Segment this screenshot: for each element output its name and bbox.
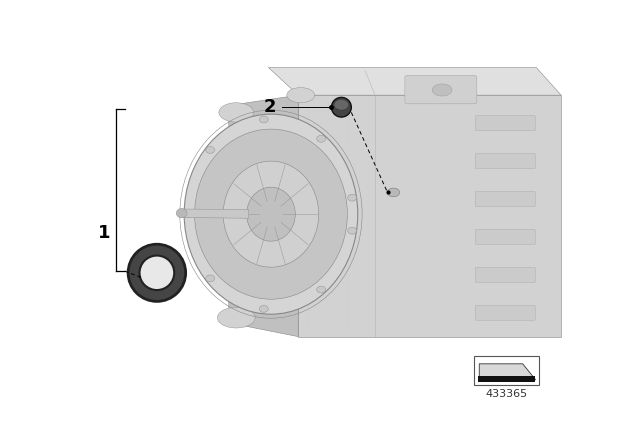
FancyBboxPatch shape bbox=[476, 305, 535, 320]
Ellipse shape bbox=[140, 255, 174, 290]
Text: 1: 1 bbox=[97, 224, 110, 242]
FancyBboxPatch shape bbox=[476, 229, 535, 245]
Bar bbox=[474, 356, 539, 385]
FancyBboxPatch shape bbox=[476, 116, 535, 131]
Ellipse shape bbox=[218, 307, 255, 328]
Ellipse shape bbox=[317, 286, 326, 293]
Polygon shape bbox=[229, 95, 298, 336]
Ellipse shape bbox=[432, 84, 452, 96]
Ellipse shape bbox=[205, 146, 214, 153]
Ellipse shape bbox=[287, 87, 315, 103]
Ellipse shape bbox=[332, 97, 351, 117]
Ellipse shape bbox=[223, 161, 319, 267]
Ellipse shape bbox=[259, 116, 268, 123]
Ellipse shape bbox=[246, 187, 295, 241]
Text: 2: 2 bbox=[263, 98, 276, 116]
Ellipse shape bbox=[176, 209, 187, 218]
Ellipse shape bbox=[219, 103, 253, 122]
Ellipse shape bbox=[184, 211, 193, 218]
Ellipse shape bbox=[348, 194, 356, 201]
Polygon shape bbox=[269, 68, 561, 95]
Ellipse shape bbox=[387, 188, 399, 197]
Polygon shape bbox=[479, 364, 536, 380]
Text: 433365: 433365 bbox=[486, 389, 527, 399]
Ellipse shape bbox=[195, 129, 348, 299]
Ellipse shape bbox=[348, 227, 356, 234]
FancyBboxPatch shape bbox=[476, 154, 535, 168]
FancyBboxPatch shape bbox=[476, 267, 535, 283]
Ellipse shape bbox=[128, 244, 186, 302]
Ellipse shape bbox=[184, 114, 358, 314]
FancyBboxPatch shape bbox=[405, 76, 477, 104]
Ellipse shape bbox=[334, 99, 349, 110]
Ellipse shape bbox=[259, 306, 268, 312]
Polygon shape bbox=[179, 209, 249, 218]
FancyBboxPatch shape bbox=[476, 191, 535, 207]
Ellipse shape bbox=[317, 135, 326, 142]
Polygon shape bbox=[298, 95, 561, 336]
Ellipse shape bbox=[205, 275, 214, 282]
Bar bbox=[478, 376, 535, 382]
